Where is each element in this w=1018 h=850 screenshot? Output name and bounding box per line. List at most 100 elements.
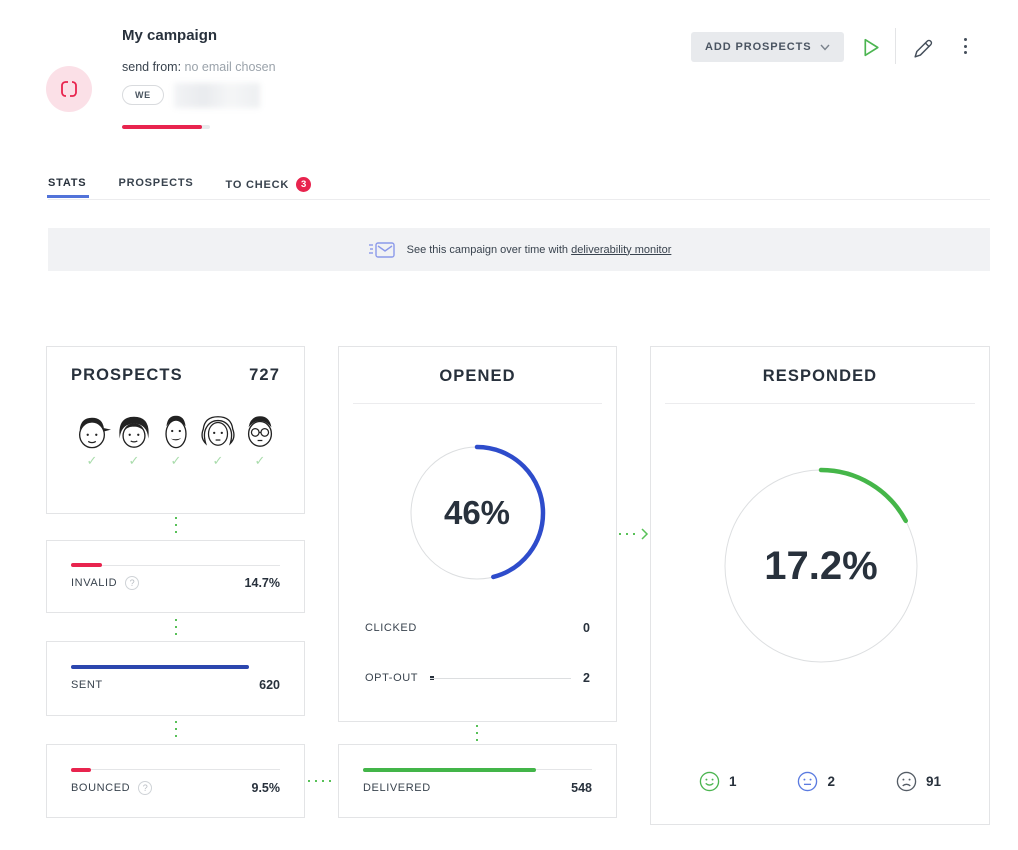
tab-prospects[interactable]: PROSPECTS [118, 177, 193, 197]
happy-face-icon [699, 771, 720, 792]
negative-count: 91 [925, 774, 941, 789]
prospect-avatar: ✓ [71, 412, 113, 469]
kebab-dot [963, 38, 967, 41]
draft-square-icon [61, 80, 77, 98]
bounced-bar [71, 767, 280, 772]
opened-card-title: OPENED [439, 367, 516, 385]
add-prospects-button[interactable]: ADD PROSPECTS [691, 32, 845, 62]
prospect-avatar: ✓ [197, 412, 239, 469]
responded-percent: 17.2% [764, 543, 878, 588]
divider [353, 403, 602, 404]
deliverability-monitor-link[interactable]: deliverability monitor [571, 243, 672, 256]
send-from-label: send from: [122, 60, 182, 74]
delivered-label: DELIVERED [363, 781, 431, 794]
delivered-bar [363, 767, 592, 772]
sent-card: SENT 620 [46, 641, 305, 716]
edit-campaign-button[interactable] [909, 34, 938, 63]
bounced-card: BOUNCED ? 9.5% [46, 744, 305, 818]
clicked-label: CLICKED [365, 622, 417, 634]
run-campaign-button[interactable] [856, 33, 885, 62]
avatar-man-icon [165, 415, 187, 449]
clicked-value: 0 [583, 621, 590, 635]
step-badge[interactable]: WE [122, 85, 164, 105]
avatar-man-glasses-icon [247, 416, 273, 447]
invalid-bar [71, 563, 280, 567]
prospects-card: PROSPECTS 727 ✓ ✓ [46, 346, 305, 514]
page-title: My campaign [122, 27, 218, 44]
connector-opened-responded [619, 527, 649, 541]
opened-card: OPENED 46% CLICKED 0 OPT-OUT 2 [338, 346, 617, 722]
responded-card: RESPONDED 17.2% 1 2 [650, 346, 990, 825]
optout-label: OPT-OUT [365, 672, 419, 684]
send-from-value[interactable]: no email chosen [184, 60, 276, 74]
check-icon: ✓ [170, 453, 182, 468]
deliverability-banner: See this campaign over time with deliver… [48, 228, 990, 271]
optout-bar [430, 676, 572, 681]
sentiment-negative: 91 [896, 771, 941, 792]
tab-to-check-label: TO CHECK [225, 178, 290, 191]
help-icon[interactable]: ? [138, 780, 153, 795]
invalid-value: 14.7% [244, 576, 280, 590]
prospect-avatar: ✓ [113, 412, 155, 469]
sent-value: 620 [259, 678, 280, 692]
connector-invalid-sent [175, 619, 177, 639]
neutral-face-icon [798, 771, 818, 792]
prospects-card-title: PROSPECTS [71, 366, 183, 384]
avatar-girl-bob-icon [119, 416, 149, 448]
mail-monitor-icon [368, 241, 395, 258]
clicked-row: CLICKED 0 [365, 619, 590, 637]
connector-opened-delivered [476, 725, 478, 742]
sent-bar [71, 665, 280, 669]
check-icon: ✓ [254, 453, 266, 468]
kebab-dot [963, 51, 967, 54]
opened-donut-chart: 46% [402, 438, 552, 588]
avatar-boy-cap-icon [78, 417, 111, 449]
redacted-subject-preview [174, 83, 260, 108]
bounced-label: BOUNCED [71, 781, 131, 794]
connector-prospects-invalid [175, 517, 177, 537]
chevron-down-icon [820, 44, 830, 51]
more-options-button[interactable] [956, 33, 974, 59]
header-divider [895, 28, 896, 64]
check-icon: ✓ [86, 453, 98, 468]
responded-card-title: RESPONDED [762, 367, 878, 385]
tab-prospects-label: PROSPECTS [118, 177, 194, 189]
bounced-value: 9.5% [251, 780, 281, 795]
tab-to-check[interactable]: TO CHECK 3 [226, 177, 312, 200]
sent-label: SENT [71, 679, 103, 691]
optout-value: 2 [583, 671, 590, 685]
invalid-label: INVALID [71, 577, 118, 589]
campaign-progress-bar [122, 125, 210, 129]
sentiment-positive: 1 [699, 771, 737, 792]
tab-stats-label: STATS [48, 177, 87, 189]
optout-row: OPT-OUT 2 [365, 669, 590, 687]
responded-donut-chart: 17.2% [721, 466, 921, 666]
add-prospects-label: ADD PROSPECTS [705, 41, 812, 53]
tab-bar: STATS PROSPECTS TO CHECK 3 [46, 177, 990, 200]
prospect-avatar: ✓ [239, 412, 281, 469]
check-icon: ✓ [128, 453, 140, 468]
connector-sent-bounced [175, 721, 177, 741]
pencil-icon [914, 39, 933, 58]
sad-face-icon [896, 771, 917, 792]
tab-stats[interactable]: STATS [46, 177, 90, 198]
opened-percent: 46% [443, 494, 511, 531]
invalid-card: INVALID ? 14.7% [46, 540, 305, 613]
delivered-card: DELIVERED 548 [338, 744, 617, 818]
play-icon [864, 38, 879, 57]
prospect-avatar: ✓ [155, 412, 197, 469]
banner-text-prefix: See this campaign over time with [406, 243, 569, 256]
sentiment-neutral: 2 [797, 771, 835, 792]
neutral-count: 2 [827, 774, 835, 789]
sentiment-row: 1 2 91 [681, 771, 959, 792]
send-from-line: send from: no email chosen [122, 60, 276, 74]
positive-count: 1 [729, 774, 737, 789]
delivered-value: 548 [571, 780, 592, 795]
arrow-head-icon [641, 528, 649, 540]
campaign-progress-fill [122, 125, 203, 129]
check-icon: ✓ [212, 453, 224, 468]
prospects-count: 727 [249, 366, 280, 384]
help-icon[interactable]: ? [125, 576, 140, 590]
divider [665, 403, 975, 404]
kebab-dot [963, 44, 967, 48]
